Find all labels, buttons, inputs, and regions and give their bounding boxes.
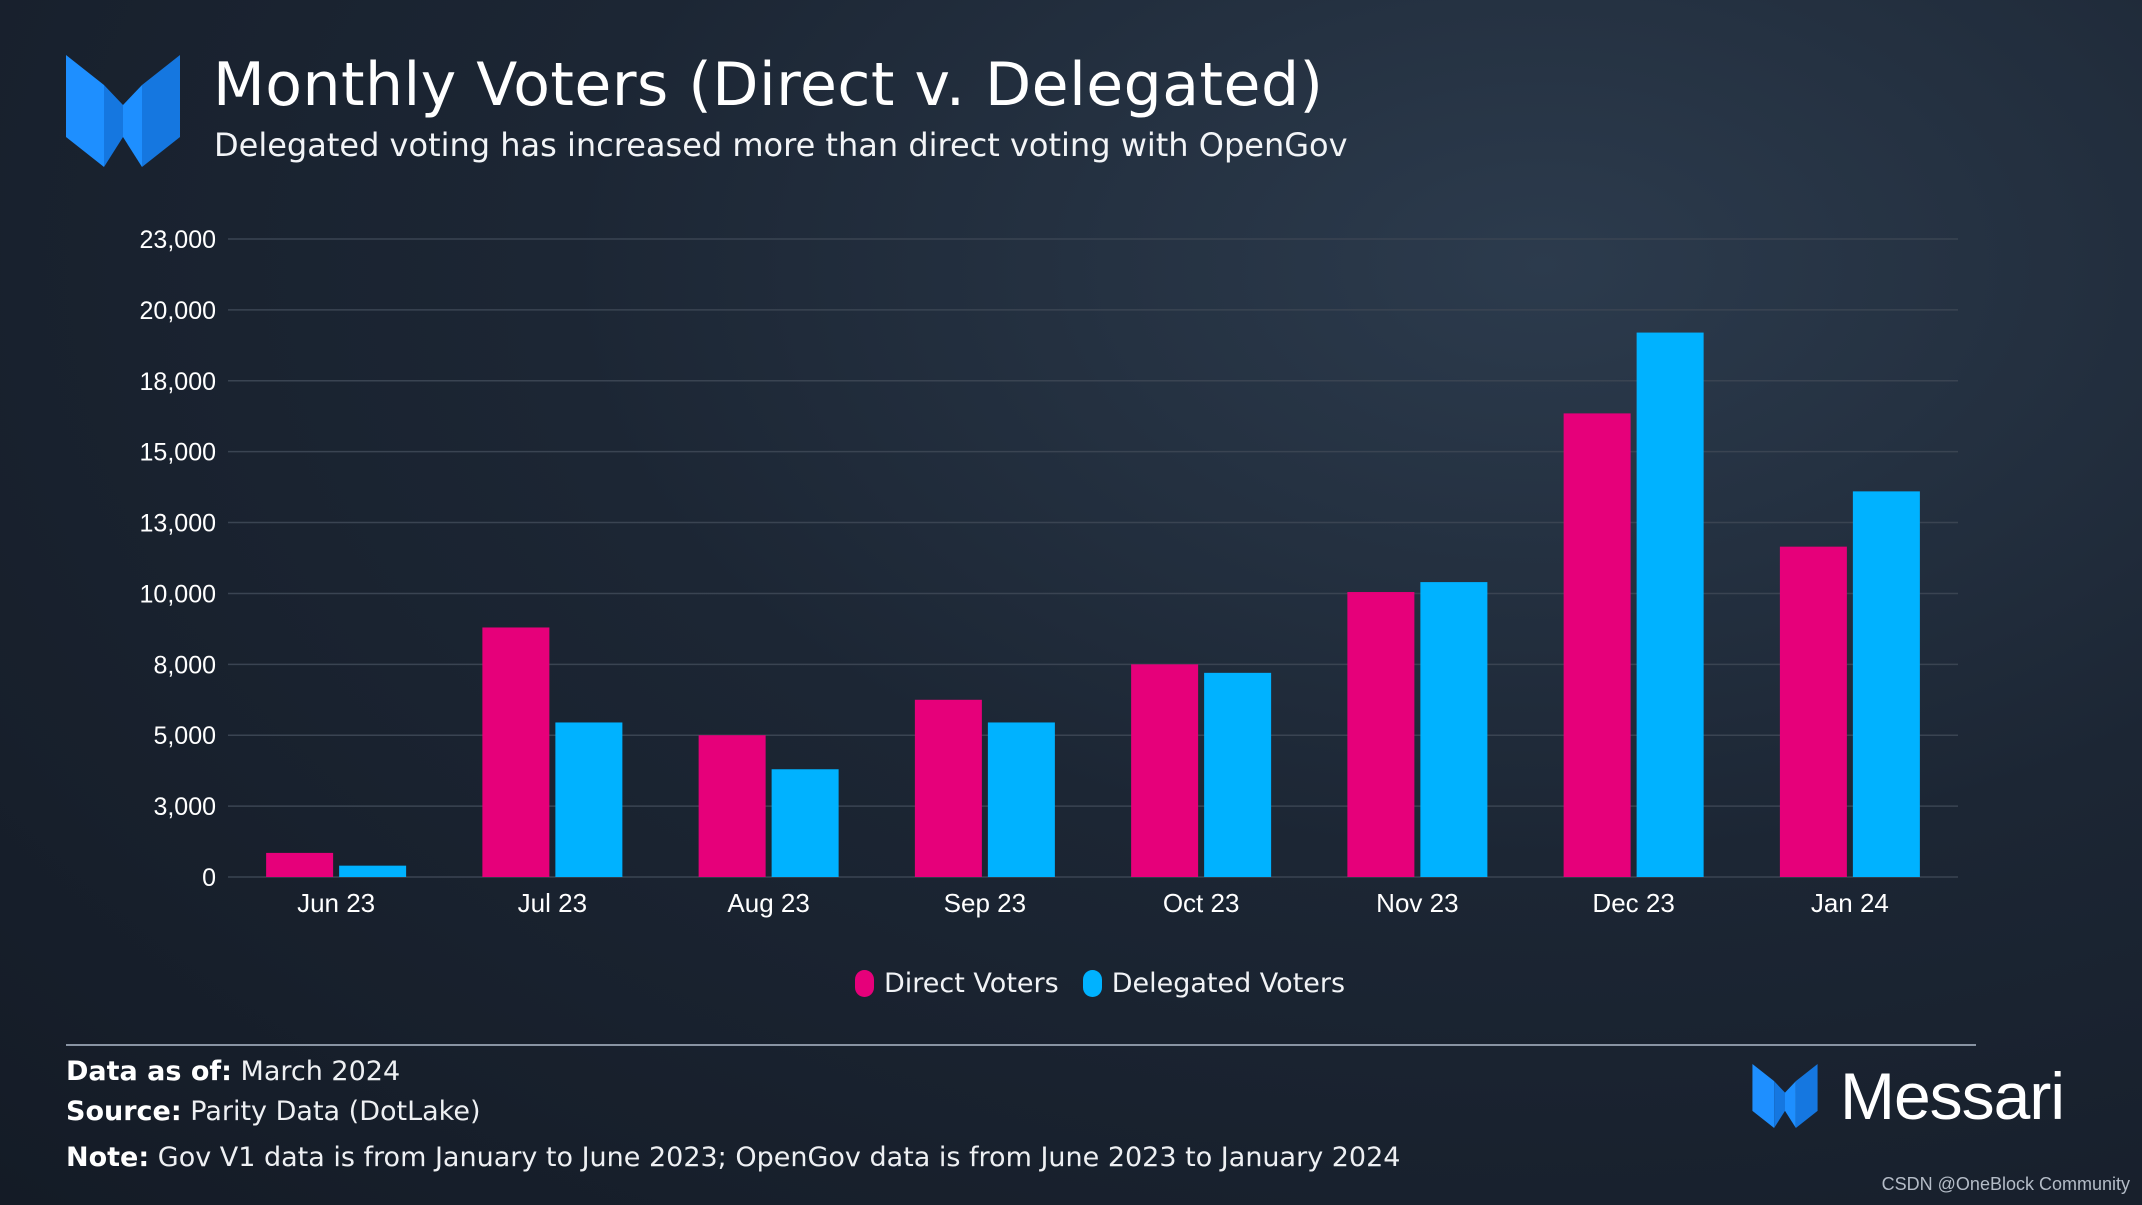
bar-chart: 0 3,000 5,000 8,000 10,000 13,000 15,000 18,000…	[140, 226, 1958, 918]
chart-title: Monthly Voters (Direct v. Delegated)	[213, 50, 1324, 120]
source-value: Parity Data (DotLake)	[190, 1096, 481, 1127]
y-axis: 0 3,000 5,000 8,000 10,000 13,000 15,000 18,000…	[140, 226, 216, 892]
x-tick-label: Nov 23	[1376, 888, 1458, 918]
brand: Messari	[1752, 1058, 2065, 1134]
y-tick-label: 5,000	[153, 722, 216, 750]
y-tick-label: 23,000	[140, 226, 216, 254]
legend-swatch-delegated	[1082, 970, 1102, 997]
legend: Direct Voters Delegated Voters	[855, 968, 1345, 999]
x-tick-label: Aug 23	[727, 888, 809, 918]
bar-delegated-jun-23	[339, 865, 407, 877]
chart-subtitle: Delegated voting has increased more than…	[214, 126, 1348, 164]
y-tick-label: 3,000	[153, 793, 216, 821]
bar-direct-dec-23	[1563, 413, 1631, 877]
bar-delegated-oct-23	[1204, 672, 1272, 877]
messari-logo-icon	[66, 55, 180, 167]
data-as-of-value: March 2024	[240, 1056, 401, 1087]
x-tick-label: Sep 23	[944, 888, 1026, 918]
bar-direct-jan-24	[1779, 546, 1847, 877]
legend-label-delegated: Delegated Voters	[1111, 968, 1346, 999]
x-tick-label: Jan 24	[1811, 888, 1889, 918]
legend-item-delegated: Delegated Voters	[1082, 968, 1346, 999]
legend-item-direct: Direct Voters	[855, 968, 1059, 999]
watermark: CSDN @OneBlock Community	[1881, 1174, 2130, 1194]
x-axis: Jun 23 Jul 23 Aug 23 Sep 23 Oct 23 Nov 23 Dec …	[297, 888, 1889, 918]
bar-delegated-dec-23	[1636, 332, 1704, 877]
bar-direct-jul-23	[482, 627, 550, 877]
note: Note: Gov V1 data is from January to Jun…	[66, 1142, 1400, 1173]
bar-delegated-nov-23	[1420, 582, 1488, 877]
note-value: Gov V1 data is from January to June 2023…	[157, 1142, 1401, 1173]
y-tick-label: 10,000	[140, 580, 216, 608]
bar-direct-aug-23	[698, 735, 766, 877]
y-tick-label: 15,000	[140, 439, 216, 467]
bars	[266, 332, 1920, 877]
bar-delegated-jan-24	[1852, 491, 1920, 877]
bar-direct-nov-23	[1347, 592, 1415, 877]
bar-direct-jun-23	[266, 852, 334, 877]
y-tick-label: 20,000	[140, 297, 216, 325]
y-tick-label: 0	[202, 864, 216, 892]
source: Source: Parity Data (DotLake)	[66, 1096, 481, 1127]
brand-name: Messari	[1840, 1059, 2065, 1133]
note-label: Note:	[66, 1142, 150, 1173]
footer-divider	[66, 1044, 1976, 1046]
bar-direct-oct-23	[1131, 664, 1199, 877]
legend-swatch-direct	[855, 970, 874, 997]
bar-delegated-jul-23	[555, 722, 623, 877]
messari-brand-icon	[1752, 1064, 1818, 1128]
y-tick-label: 18,000	[140, 368, 216, 396]
legend-label-direct: Direct Voters	[884, 968, 1059, 999]
x-tick-label: Jul 23	[518, 888, 587, 918]
data-as-of-label: Data as of:	[66, 1056, 232, 1087]
data-as-of: Data as of: March 2024	[66, 1056, 400, 1087]
bar-direct-sep-23	[914, 699, 982, 877]
y-tick-label: 13,000	[140, 510, 216, 538]
x-tick-label: Oct 23	[1163, 888, 1240, 918]
x-tick-label: Jun 23	[297, 888, 375, 918]
x-tick-label: Dec 23	[1592, 888, 1674, 918]
bar-delegated-aug-23	[771, 769, 839, 877]
y-tick-label: 8,000	[153, 651, 216, 679]
bar-delegated-sep-23	[987, 722, 1055, 877]
source-label: Source:	[66, 1096, 182, 1127]
